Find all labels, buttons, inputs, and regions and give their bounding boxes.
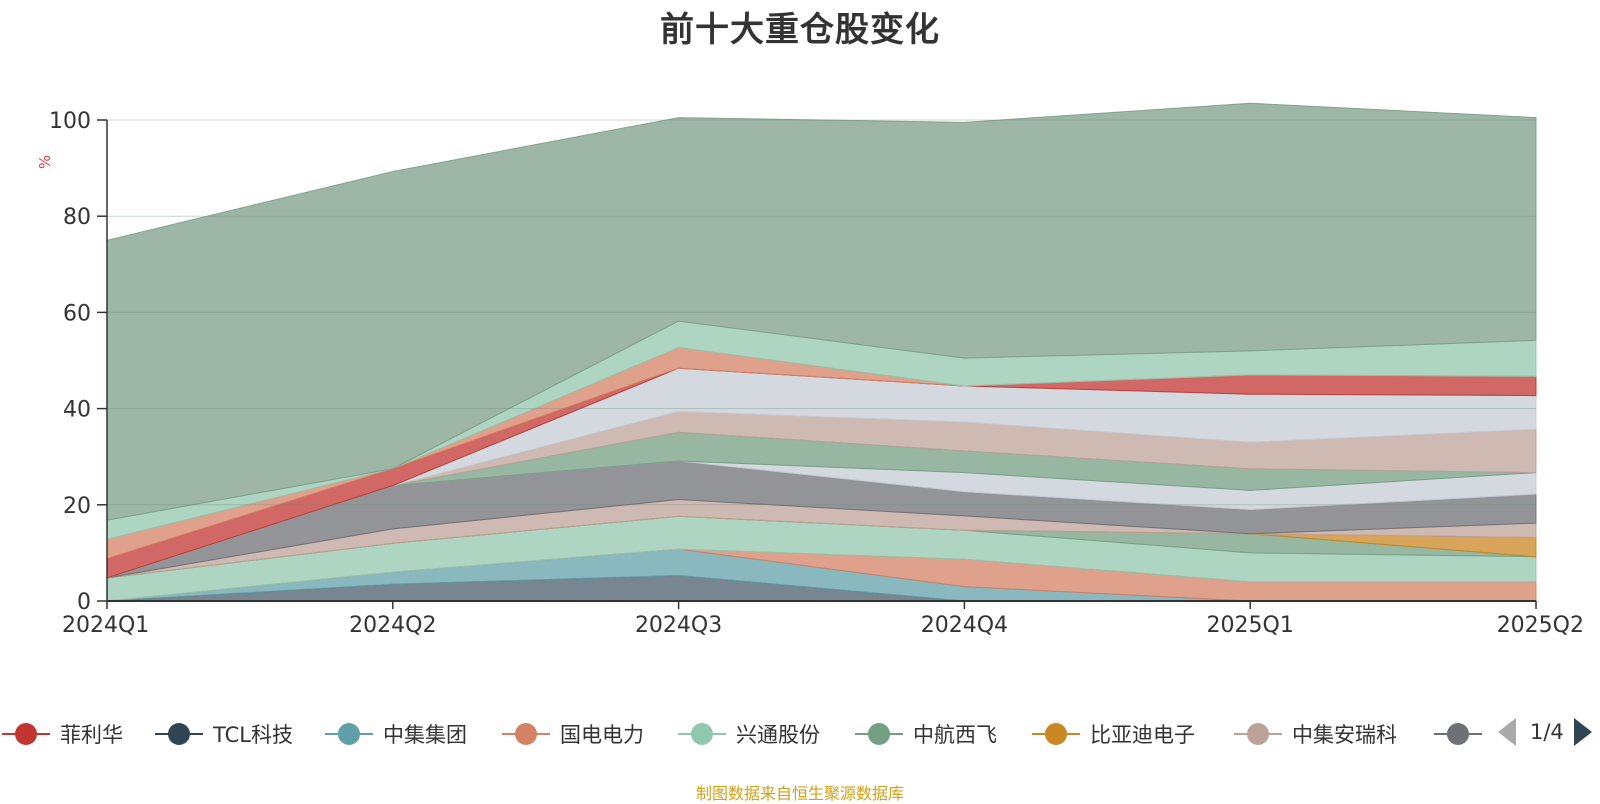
legend-item[interactable]: 中集集团	[323, 714, 467, 754]
legend-marker-icon	[323, 719, 375, 749]
legend-label: TCL科技	[213, 723, 293, 747]
legend-label: 菲利华	[60, 723, 123, 747]
legend-pager: 1/4	[1498, 712, 1592, 752]
y-tick-label: 100	[49, 109, 91, 134]
x-tick-label: 2024Q2	[349, 613, 436, 638]
legend-label: 比亚迪电子	[1090, 723, 1195, 747]
legend-item[interactable]: 中集安瑞科	[1232, 714, 1397, 754]
legend-label: 中航西飞	[913, 723, 997, 747]
axis-layer: 0 20 40 60 80 100 2024Q1 2024Q2 2024Q3 2024Q4 2025…	[49, 109, 1584, 638]
x-tick-label: 2024Q1	[62, 613, 149, 638]
legend-label: 中集集团	[383, 723, 467, 747]
legend-marker-icon	[676, 719, 728, 749]
legend-prev-page-button[interactable]	[1498, 718, 1516, 746]
y-tick-label: 60	[63, 301, 91, 326]
x-tick-label: 2025Q2	[1497, 613, 1584, 638]
grid-layer	[107, 119, 1536, 506]
legend-item[interactable]: 菲利华	[0, 714, 123, 754]
y-axis-unit-label: %	[36, 155, 54, 169]
area-layer	[106, 102, 1537, 602]
legend-item[interactable]: 比亚迪电子	[1030, 714, 1195, 754]
area-series-15	[106, 102, 1537, 521]
x-tick-label: 2025Q1	[1207, 613, 1294, 638]
legend-label: 国电电力	[560, 723, 644, 747]
legend-marker-icon	[1232, 719, 1284, 749]
y-tick-label: 40	[63, 398, 91, 423]
legend-item[interactable]: TCL科技	[153, 714, 293, 754]
legend-marker-icon	[153, 719, 205, 749]
legend-page-indicator: 1/4	[1530, 720, 1564, 744]
y-tick-label: 80	[63, 205, 91, 230]
legend-item[interactable]: 中航西飞	[853, 714, 997, 754]
data-source-note: 制图数据来自恒生聚源数据库	[695, 784, 904, 803]
y-tick-label: 0	[77, 590, 91, 615]
legend-label: 中集安瑞科	[1292, 723, 1397, 747]
x-tick-label: 2024Q4	[921, 613, 1008, 638]
stacked-area-chart: 0 20 40 60 80 100 2024Q1 2024Q2 2024Q3 2024Q4 2025…	[36, 102, 1584, 638]
legend-marker-icon	[500, 719, 552, 749]
legend-marker-icon	[1432, 719, 1484, 749]
legend-next-page-button[interactable]	[1573, 718, 1592, 746]
legend-label: 兴通股份	[736, 723, 820, 747]
legend-marker-icon	[1030, 719, 1082, 749]
chart-title: 前十大重仓股变化	[660, 10, 940, 50]
x-tick-label: 2024Q3	[635, 613, 722, 638]
legend-item[interactable]: 国电电力	[500, 714, 644, 754]
legend: 菲利华 TCL科技 中集集团 国电电力 兴通股份 中航西飞 比亚迪电子 中集安瑞科	[0, 714, 1600, 754]
legend-item[interactable]: 兴通股份	[676, 714, 820, 754]
legend-item[interactable]	[1432, 714, 1484, 754]
legend-marker-icon	[0, 719, 52, 749]
y-tick-label: 20	[63, 494, 91, 519]
legend-marker-icon	[853, 719, 905, 749]
